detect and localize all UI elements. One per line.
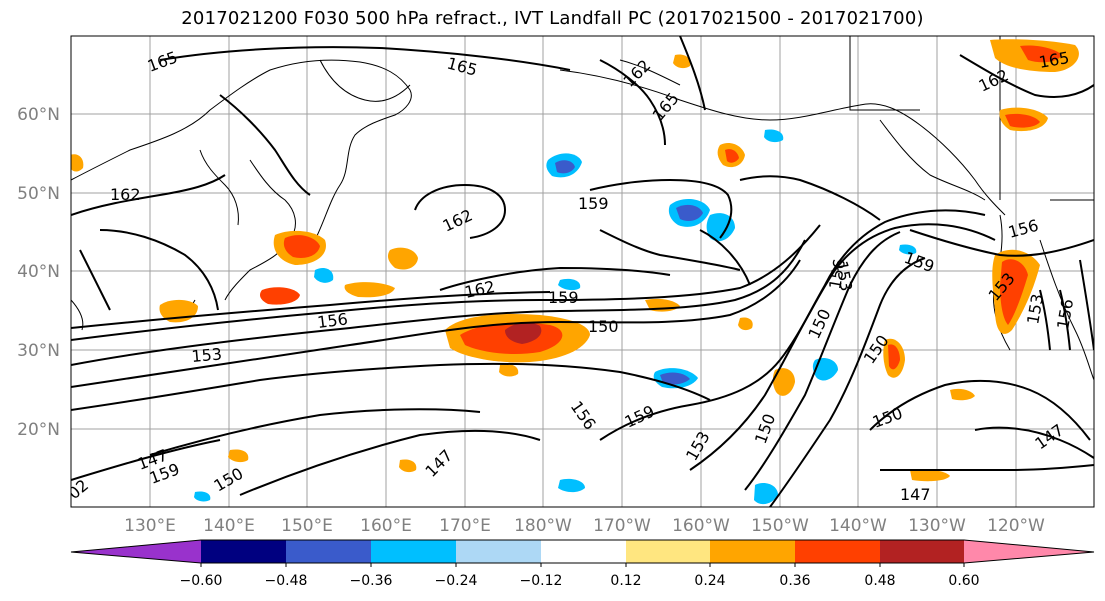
contour-lines xyxy=(71,36,1094,507)
lon-tick-label: 150°W xyxy=(751,516,809,536)
lon-tick-label: 150°E xyxy=(281,516,333,536)
contour-label: 162 xyxy=(110,185,141,204)
colorbar-tick-label: −0.12 xyxy=(520,573,563,589)
contour-label: 150 xyxy=(588,317,619,336)
colorbar-extend-max xyxy=(964,540,1094,563)
gridlines xyxy=(71,36,1094,507)
lon-tick-label: 170°E xyxy=(439,516,491,536)
colorbar-tick-label: −0.24 xyxy=(435,573,478,589)
lon-tick-label: 170°W xyxy=(593,516,651,536)
lat-tick-label: 50°N xyxy=(17,184,60,204)
map-title: 2017021200 F030 500 hPa refract., IVT La… xyxy=(181,8,924,29)
colorbar-swatch xyxy=(201,540,286,563)
colorbar-tick-label: 0.48 xyxy=(864,573,895,589)
colorbar-swatch xyxy=(795,540,880,563)
lon-tick-label: 130°W xyxy=(908,516,966,536)
colorbar-swatch xyxy=(286,540,371,563)
contour-label-group: 165 165 162 165 162 165 162 162 159 162 … xyxy=(71,47,1077,504)
longitude-axis: 130°E 140°E 150°E 160°E 170°E 180°W 170°… xyxy=(124,516,1045,536)
colorbar-tick-label: 0.24 xyxy=(694,573,725,589)
colorbar-swatch xyxy=(456,540,541,563)
colorbar-swatch xyxy=(371,540,456,563)
lat-tick-label: 40°N xyxy=(17,262,60,282)
lon-tick-label: 160°E xyxy=(360,516,412,536)
colorbar-tick-label: −0.36 xyxy=(350,573,393,589)
shaded-regions xyxy=(71,39,1079,505)
lon-tick-label: 160°W xyxy=(672,516,730,536)
colorbar-tick-label: −0.48 xyxy=(265,573,308,589)
colorbar-extend-min xyxy=(71,540,201,563)
colorbar: −0.60 −0.48 −0.36 −0.24 −0.12 0.12 0.24 … xyxy=(70,539,1095,589)
colorbar-tick-label: 0.36 xyxy=(779,573,810,589)
latitude-axis: 60°N 50°N 40°N 30°N 20°N xyxy=(17,105,60,440)
contour-label: 156 xyxy=(316,309,349,332)
contour-label: 159 xyxy=(578,194,609,213)
lat-tick-label: 30°N xyxy=(17,341,60,361)
lat-tick-label: 20°N xyxy=(17,420,60,440)
colorbar-swatch xyxy=(880,540,964,563)
map-frame xyxy=(70,35,1095,508)
contour-label: 153 xyxy=(191,344,223,366)
lat-tick-label: 60°N xyxy=(17,105,60,125)
lon-tick-label: 120°W xyxy=(987,516,1045,536)
lon-tick-label: 180°W xyxy=(514,516,572,536)
colorbar-tick-label: 0.60 xyxy=(948,573,979,589)
colorbar-tick-label: 0.12 xyxy=(610,573,641,589)
colorbar-tick-label: −0.60 xyxy=(180,573,223,589)
contour-label: 147 xyxy=(900,485,931,504)
lon-tick-label: 140°W xyxy=(829,516,887,536)
colorbar-swatch xyxy=(541,540,626,563)
colorbar-swatch xyxy=(710,540,795,563)
lon-tick-label: 130°E xyxy=(124,516,176,536)
lon-tick-label: 140°E xyxy=(203,516,255,536)
colorbar-swatch xyxy=(626,540,710,563)
contour-label: 159 xyxy=(548,288,579,307)
